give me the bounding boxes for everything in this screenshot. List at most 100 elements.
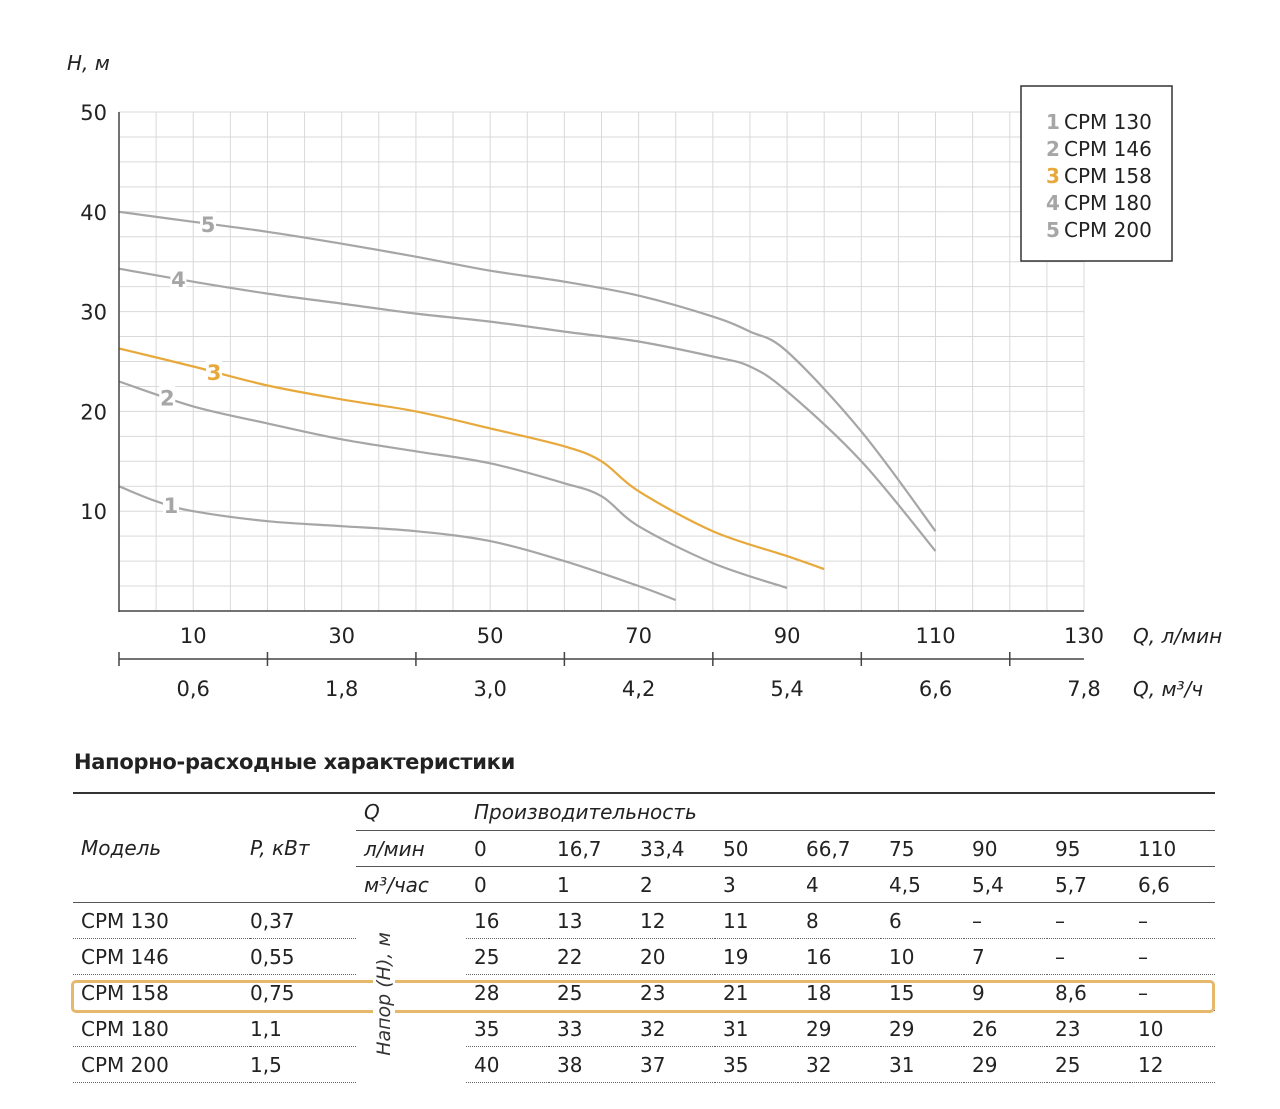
series-label-bg	[162, 493, 179, 518]
head-value-cell: –	[1047, 938, 1130, 975]
series-line-2	[118, 380, 788, 590]
table-row: CPM 146 0,55 25 22 20 19 16 10 7– –	[73, 938, 1215, 975]
series-line-5	[118, 210, 937, 532]
header-m3-value: 0	[466, 866, 549, 903]
header-lmin: л/мин	[356, 830, 466, 867]
table-row: CPM 180 1,1 35 33 32 31 29 29 26 23 10	[73, 1010, 1215, 1047]
head-value-cell: 20	[632, 938, 715, 975]
power-cell: 1,1	[250, 1010, 356, 1047]
series-number-label: 4	[171, 268, 186, 292]
x2-axis-title: Q, м³/ч	[1133, 677, 1203, 701]
series-line-3	[118, 347, 825, 571]
head-value-cell: 29	[881, 1010, 964, 1047]
header-lmin-value: 66,7	[798, 830, 881, 867]
table-row: CPM 130 0,37 16 13 12 11 8 6– – –	[73, 902, 1215, 939]
legend-number: 1	[1046, 110, 1060, 134]
legend-number: 2	[1046, 137, 1060, 161]
series-label-bg	[200, 211, 217, 236]
chart-grid	[119, 111, 1085, 612]
x-axis-title: Q, л/мин	[1133, 624, 1222, 648]
header-m3-value: 3	[715, 866, 798, 903]
head-value-cell: 7	[964, 938, 1047, 975]
header-m3-value: 1	[549, 866, 632, 903]
head-axis-label: Напор (H), м	[373, 929, 395, 1059]
x2-tick-label: 5,4	[770, 677, 803, 701]
x-tick-label: 50	[477, 624, 504, 648]
legend-number: 5	[1046, 218, 1060, 242]
x-tick-label: 30	[328, 624, 355, 648]
head-value-cell: –	[1130, 938, 1215, 975]
x2-tick-label: 4,2	[622, 677, 655, 701]
power-cell: 1,5	[250, 1046, 356, 1083]
head-value-cell: 33	[549, 1010, 632, 1047]
header-m3-value: 5,7	[1047, 866, 1130, 903]
y-tick-label: 40	[80, 201, 107, 225]
head-value-cell: 8	[798, 902, 881, 939]
legend-number: 3	[1046, 164, 1060, 188]
head-value-cell: 38	[549, 1046, 632, 1083]
series-number-label: 2	[160, 387, 175, 411]
series-number-label: 5	[201, 213, 216, 237]
legend-number: 4	[1046, 191, 1060, 215]
series-number-label: 3	[207, 361, 222, 385]
head-value-cell: 35	[715, 1046, 798, 1083]
header-lmin-value: 95	[1047, 830, 1130, 867]
pump-performance-chart: 1 2 3 4 5 50 40 30 20 10 H, м 10 30 50 70 90 110 130 Q, л…	[67, 51, 1222, 701]
head-value-cell: 10	[881, 938, 964, 975]
chart-axes: 50 40 30 20 10 H, м 10 30 50 70 90 110 130 Q, л/мин 0,…	[67, 51, 1222, 701]
x-tick-label: 90	[774, 624, 801, 648]
head-value-cell: –	[1130, 902, 1215, 939]
header-m3-value: 4,5	[881, 866, 964, 903]
head-value-cell: 6	[881, 902, 964, 939]
header-power: P, кВт	[250, 792, 356, 903]
legend-entry: CPM 146	[1064, 137, 1152, 161]
series-line-4	[118, 267, 937, 552]
header-m3-value: 5,4	[964, 866, 1047, 903]
header-m3-value: 6,6	[1130, 866, 1215, 903]
head-value-cell: 16	[466, 902, 549, 939]
head-value-cell: –	[964, 902, 1047, 939]
model-cell: CPM 146	[73, 938, 250, 975]
header-row-q: Модель P, кВт Q Производительность	[73, 792, 1215, 903]
model-cell: CPM 130	[73, 902, 250, 939]
head-value-cell: 11	[715, 902, 798, 939]
head-value-cell: 29	[964, 1046, 1047, 1083]
head-value-cell: 12	[1130, 1046, 1215, 1083]
model-cell: CPM 200	[73, 1046, 250, 1083]
legend-entry: CPM 180	[1064, 191, 1152, 215]
header-lmin-value: 0	[466, 830, 549, 867]
head-value-cell: 40	[466, 1046, 549, 1083]
head-value-cell: 19	[715, 938, 798, 975]
table-row: CPM 200 1,5 40 38 37 35 32 31 29 25 12	[73, 1046, 1215, 1083]
series-line-1	[118, 485, 677, 602]
legend-entry: CPM 200	[1064, 218, 1152, 242]
x2-tick-label: 6,6	[919, 677, 952, 701]
head-value-cell: 23	[1047, 1010, 1130, 1047]
performance-table: Модель P, кВт Q Производительность л/мин…	[73, 792, 1215, 1083]
x2-tick-label: 3,0	[473, 677, 506, 701]
head-value-cell: –	[1047, 902, 1130, 939]
y-tick-label: 50	[80, 101, 107, 125]
y-tick-label: 20	[80, 400, 107, 424]
head-value-cell: 32	[798, 1046, 881, 1083]
header-q: Q	[356, 792, 466, 831]
head-value-cell: 32	[632, 1010, 715, 1047]
power-cell: 0,55	[250, 938, 356, 975]
x-tick-label: 10	[180, 624, 207, 648]
legend-entry: CPM 158	[1064, 164, 1152, 188]
head-label-text: Напор (H), м	[373, 929, 395, 1059]
header-lmin-value: 90	[964, 830, 1047, 867]
head-value-cell: 29	[798, 1010, 881, 1047]
head-value-cell: 26	[964, 1010, 1047, 1047]
chart-series: 1 2 3 4 5	[118, 210, 937, 602]
series-label-bg	[170, 267, 187, 292]
header-performance: Производительность	[466, 792, 1215, 831]
y-tick-label: 10	[80, 500, 107, 524]
model-cell: CPM 180	[73, 1010, 250, 1047]
header-model: Модель	[73, 792, 250, 903]
series-number-label: 1	[164, 494, 179, 518]
power-cell: 0,37	[250, 902, 356, 939]
y-tick-label: 30	[80, 301, 107, 325]
header-lmin-value: 75	[881, 830, 964, 867]
